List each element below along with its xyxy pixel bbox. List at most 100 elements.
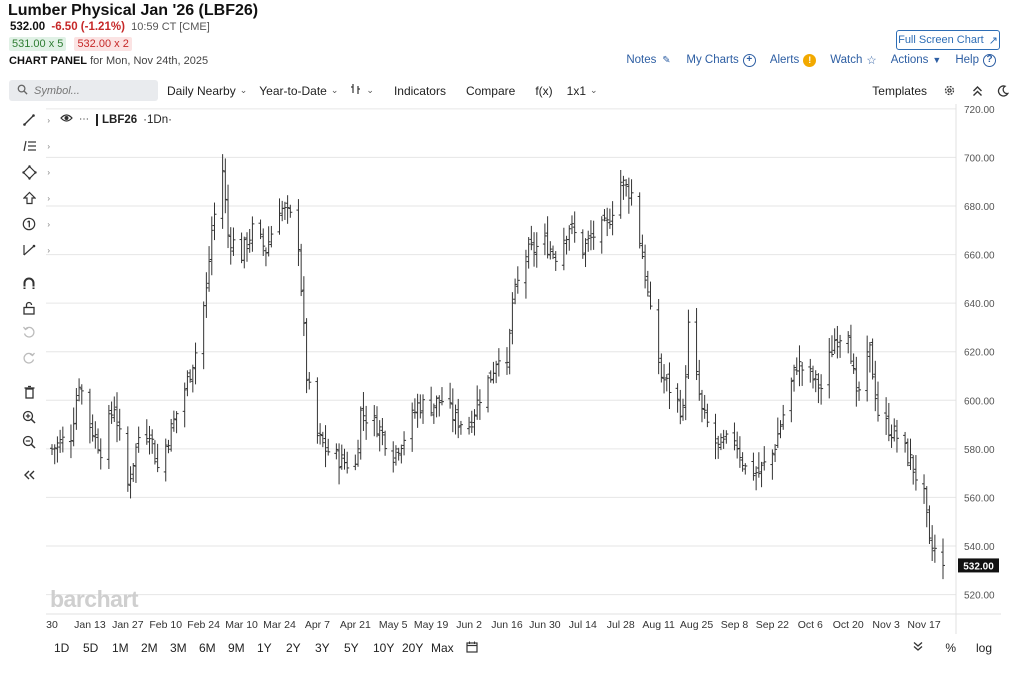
ohlc-bar [894, 419, 899, 453]
more-options-icon[interactable]: ⋯ [79, 114, 90, 125]
ohlc-bar [629, 179, 634, 206]
ohlc-bar [827, 338, 832, 399]
eye-icon[interactable] [60, 113, 73, 126]
range-20y[interactable]: 20Y [402, 641, 424, 655]
indicators-button[interactable]: Indicators [393, 83, 446, 98]
price-chart[interactable]: 720.00 700.00 680.00 660.00 640.00 620.00 600.… [46, 104, 1001, 634]
range-1m[interactable]: 1M [112, 641, 129, 655]
ohlc-bar [583, 238, 588, 268]
ohlc-bar [510, 292, 515, 345]
undo-icon[interactable] [16, 321, 42, 343]
ohlc-bar [250, 216, 255, 252]
unlock-icon[interactable] [16, 297, 42, 319]
ohlc-bar [762, 446, 767, 471]
ohlc-bar [648, 281, 653, 310]
my-charts-link[interactable]: My Charts + [686, 53, 756, 67]
ohlc-bar [643, 244, 648, 289]
period-dropdown[interactable]: Year-to-Date ⌄ [259, 84, 338, 98]
range-5y[interactable]: 5Y [344, 641, 359, 655]
shapes-tool-icon[interactable]: › [16, 161, 50, 183]
fibonacci-tool-icon[interactable]: › [16, 135, 50, 157]
x-tick-label: Apr 7 [305, 619, 330, 631]
barchart-logo: barchart [50, 586, 139, 612]
range-6m[interactable]: 6M [199, 641, 216, 655]
ohlc-bar [908, 438, 913, 470]
range-1d[interactable]: 1D [54, 641, 70, 655]
magnet-icon[interactable] [16, 273, 42, 295]
zoom-out-icon[interactable] [16, 431, 42, 453]
chevron-down-icon: ⌄ [366, 85, 374, 95]
arrow-up-tool-icon[interactable]: › [16, 187, 50, 209]
collapse-toolbar-icon[interactable] [972, 85, 983, 97]
ohlc-bar [391, 441, 396, 473]
chart-type-dropdown[interactable]: ⌄ [350, 83, 374, 98]
ohlc-bar [399, 444, 404, 464]
ohlc-bar [315, 377, 320, 444]
chart-panel-line: CHART PANEL for Mon, Nov 24th, 2025 [9, 55, 208, 67]
templates-button[interactable]: Templates [872, 83, 927, 98]
measure-tool-icon[interactable]: › [16, 239, 50, 261]
ohlc-bar [374, 406, 379, 438]
actions-menu[interactable]: Actions ▼ [891, 53, 942, 67]
ohlc-bar [458, 420, 463, 435]
layout-dropdown[interactable]: 1x1 ⌄ [567, 84, 598, 98]
ohlc-bar [892, 418, 897, 442]
ohlc-bar [166, 439, 171, 454]
ohlc-bar [223, 158, 228, 214]
range-5d[interactable]: 5D [83, 641, 99, 655]
tool-expand-icon: › [47, 141, 50, 151]
help-link[interactable]: Help ? [955, 53, 996, 67]
symbol-search[interactable] [9, 80, 158, 101]
ohlc-bar [380, 417, 385, 446]
zoom-in-icon[interactable] [16, 406, 42, 428]
ohlc-bar [231, 227, 236, 256]
ohlc-bar [932, 534, 937, 563]
range-10y[interactable]: 10Y [373, 641, 395, 655]
x-tick-label: May 5 [379, 619, 408, 631]
ohlc-bar [659, 353, 664, 383]
ohlc-bar [941, 538, 945, 580]
log-scale-toggle[interactable]: log [975, 641, 992, 655]
range-2m[interactable]: 2M [141, 641, 158, 655]
ohlc-bar [640, 234, 645, 260]
ohlc-bar [494, 360, 499, 384]
range-9m[interactable]: 9M [228, 641, 245, 655]
full-screen-chart-button[interactable]: Full Screen Chart ↗ [896, 30, 1000, 50]
annotation-number-tool-icon[interactable]: › [16, 213, 50, 235]
range-3m[interactable]: 3M [170, 641, 187, 655]
ohlc-bar [58, 429, 63, 453]
y-tick-label: 720.00 [964, 105, 995, 116]
percent-scale-toggle[interactable]: % [945, 641, 956, 655]
range-3y[interactable]: 3Y [315, 641, 330, 655]
dark-mode-moon-icon[interactable] [997, 84, 1009, 97]
actions-label: Actions [890, 54, 929, 66]
ohlc-bar [469, 410, 474, 433]
aggregation-dropdown[interactable]: Daily Nearby ⌄ [167, 84, 247, 98]
ohlc-bar [421, 394, 426, 424]
collapse-sidebar-icon[interactable] [16, 464, 42, 486]
calendar-icon[interactable] [466, 641, 478, 656]
ohlc-bar [412, 398, 417, 419]
settings-gear-icon[interactable] [943, 84, 956, 97]
range-2y[interactable]: 2Y [286, 641, 301, 655]
ohlc-bar [247, 228, 252, 253]
search-icon [17, 84, 28, 98]
ohlc-bar [486, 375, 491, 413]
alerts-link[interactable]: Alerts ! [770, 53, 817, 67]
y-tick-label: 700.00 [964, 153, 995, 164]
scroll-down-icon[interactable] [913, 641, 923, 655]
range-max[interactable]: Max [431, 641, 454, 655]
function-button[interactable]: f(x) [535, 83, 553, 98]
legend-symbol: LBF26 [96, 113, 137, 126]
x-tick-label: Oct 6 [798, 619, 823, 631]
range-1y[interactable]: 1Y [257, 641, 272, 655]
symbol-input[interactable] [34, 84, 144, 97]
ohlc-bar [342, 448, 347, 470]
trendline-tool-icon[interactable]: › [16, 109, 50, 131]
notes-link[interactable]: Notes ✎ [626, 53, 672, 67]
my-charts-label: My Charts [686, 54, 739, 66]
redo-icon[interactable] [16, 347, 42, 369]
watch-link[interactable]: Watch ☆ [830, 53, 876, 67]
compare-button[interactable]: Compare [465, 83, 516, 98]
trash-icon[interactable] [16, 381, 42, 403]
